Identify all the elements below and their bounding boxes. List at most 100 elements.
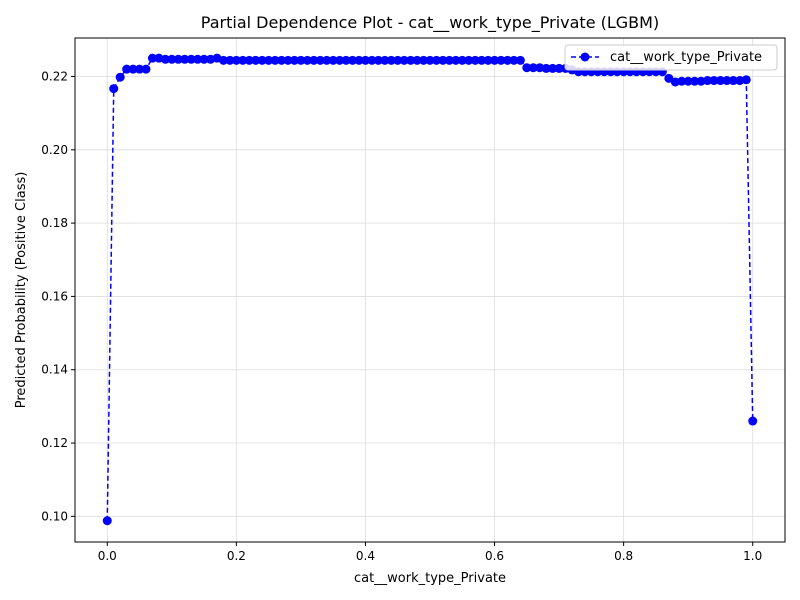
y-tick-label: 0.20 — [41, 143, 68, 157]
y-axis-label: Predicted Probability (Positive Class) — [14, 172, 29, 409]
series-group — [102, 53, 758, 526]
data-point — [186, 54, 196, 64]
data-point — [419, 55, 429, 65]
data-point — [703, 76, 713, 86]
data-point — [167, 54, 177, 64]
data-point — [386, 55, 396, 65]
data-point — [348, 55, 358, 65]
data-point — [244, 55, 254, 65]
data-point — [722, 76, 732, 86]
data-point — [109, 84, 119, 94]
x-tick-label: 0.4 — [356, 549, 375, 563]
data-point — [690, 76, 700, 86]
data-point — [141, 64, 151, 74]
legend-entry: cat__work_type_Private — [610, 50, 762, 65]
legend-box — [564, 44, 778, 71]
data-point — [451, 55, 461, 65]
data-point — [431, 55, 441, 65]
y-tick-label: 0.12 — [41, 436, 68, 450]
legend: cat__work_type_Private — [564, 44, 778, 71]
x-tick-label: 1.0 — [743, 549, 762, 563]
x-tick-label: 0.8 — [614, 549, 633, 563]
data-point — [490, 55, 500, 65]
legend-marker-swatch — [580, 52, 590, 62]
x-tick-label: 0.2 — [227, 549, 246, 563]
x-axis-label: cat__work_type_Private — [354, 571, 506, 586]
data-point — [399, 55, 409, 65]
data-point — [322, 55, 332, 65]
data-point — [128, 64, 138, 74]
data-point — [115, 72, 125, 82]
data-point — [238, 55, 248, 65]
data-point — [264, 55, 274, 65]
data-point — [289, 55, 299, 65]
data-point — [509, 55, 519, 65]
data-point — [225, 55, 235, 65]
data-point — [102, 516, 112, 526]
data-point — [438, 55, 448, 65]
data-point — [335, 55, 345, 65]
data-point — [425, 55, 435, 65]
data-point — [709, 76, 719, 86]
data-point — [412, 55, 422, 65]
plot-frame — [74, 37, 786, 543]
data-point — [173, 54, 183, 64]
chart-title: Partial Dependence Plot - cat__work_type… — [201, 13, 659, 33]
data-point — [341, 55, 351, 65]
data-point — [277, 55, 287, 65]
data-point — [728, 76, 738, 86]
y-tick-label: 0.18 — [41, 216, 68, 230]
data-point — [528, 63, 538, 73]
data-point — [522, 63, 532, 73]
data-point — [309, 55, 319, 65]
data-point — [231, 55, 241, 65]
data-point — [160, 54, 170, 64]
data-point — [541, 63, 551, 73]
data-point — [464, 55, 474, 65]
data-point — [477, 55, 487, 65]
data-point — [296, 55, 306, 65]
data-point — [406, 55, 416, 65]
data-point — [360, 55, 370, 65]
data-point — [315, 55, 325, 65]
data-point — [683, 76, 693, 86]
y-tick-label: 0.22 — [41, 69, 68, 83]
data-point — [483, 55, 493, 65]
data-point — [554, 63, 564, 73]
data-point — [741, 75, 751, 85]
data-point — [457, 55, 467, 65]
data-point — [122, 64, 132, 74]
y-axis-ticks: 0.10 0.12 0.14 0.16 0.18 0.20 0.22 — [41, 69, 75, 523]
data-point — [135, 64, 145, 74]
y-tick-label: 0.16 — [41, 289, 68, 303]
data-point — [283, 55, 293, 65]
data-point — [444, 55, 454, 65]
data-point — [270, 55, 280, 65]
data-point — [302, 55, 312, 65]
data-point — [393, 55, 403, 65]
data-point — [328, 55, 338, 65]
data-point — [373, 55, 383, 65]
x-tick-label: 0.0 — [98, 549, 117, 563]
data-point — [380, 55, 390, 65]
data-point — [354, 55, 364, 65]
x-tick-label: 0.6 — [485, 549, 504, 563]
data-point — [218, 55, 228, 65]
data-point — [496, 55, 506, 65]
data-point — [257, 55, 267, 65]
data-point — [367, 55, 377, 65]
y-tick-label: 0.14 — [41, 363, 68, 377]
data-point — [470, 55, 480, 65]
data-point — [199, 54, 209, 64]
data-point — [548, 63, 558, 73]
data-point — [515, 55, 525, 65]
x-axis-ticks: 0.0 0.2 0.4 0.6 0.8 1.0 — [98, 542, 762, 563]
data-point — [677, 76, 687, 86]
data-point — [502, 55, 512, 65]
y-tick-label: 0.10 — [41, 509, 68, 523]
data-point — [193, 54, 203, 64]
data-point — [715, 76, 725, 86]
data-point — [251, 55, 261, 65]
